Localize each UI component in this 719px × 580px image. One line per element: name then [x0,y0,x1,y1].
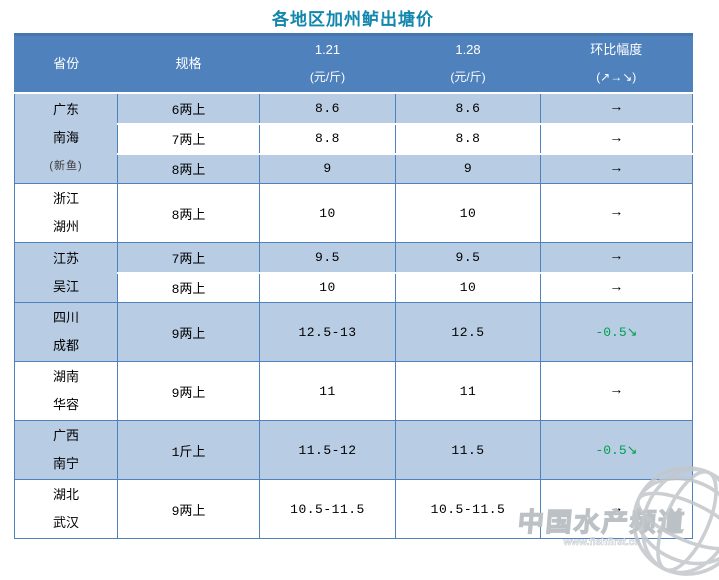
province-line: 武汉 [52,515,79,530]
spec-cell: 7两上 [117,122,260,154]
price-0121-cell: 11 [259,361,396,421]
price-0121-cell: 9.5 [259,242,396,273]
province-cell: 湖北 武汉 [14,479,118,539]
header-change: 环比幅度 (↗→↘) [540,34,693,94]
province-line: 湖北 [52,487,79,502]
province-line: 华容 [52,397,79,412]
price-0121-cell: 11.5-12 [259,420,396,480]
province-line: 南海 [52,130,79,146]
table-row: 四川 成都 9两上 12.5-13 12.5 -0.5↘ [14,302,693,362]
table-row: 广东 南海 (新鱼) 6两上 8.6 8.6 → [14,92,693,184]
change-cell: → [540,183,693,243]
province-line: 成都 [52,338,79,353]
change-cell: -0.5↘ [540,420,693,480]
header-price-0121: 1.21 (元/斤) [259,34,396,94]
table-row: 浙江 湖州 8两上 10 10 → [14,183,693,243]
province-line: 广西 [52,428,79,443]
spec-cell: 8两上 [117,183,260,243]
province-line: 江苏 [52,250,79,266]
change-cell: → [540,122,693,154]
province-line: 浙江 [52,191,79,206]
province-line: 南宁 [52,456,79,471]
price-0128-cell: 11 [395,361,541,421]
province-line: 广东 [52,102,79,118]
price-0121-cell: 9 [259,152,396,184]
spec-cell: 9两上 [117,361,260,421]
table-row: 江苏 吴江 7两上 9.5 9.5 → [14,242,693,303]
spec-cell: 9两上 [117,302,260,362]
province-cell: 广东 南海 (新鱼) [14,92,118,184]
spec-cell: 9两上 [117,479,260,539]
spec-cell: 1斤上 [117,420,260,480]
change-cell: → [540,479,693,539]
change-cell: → [540,242,693,273]
price-0128-cell: 11.5 [395,420,541,480]
province-line: 吴江 [52,278,79,294]
price-0128-cell: 9.5 [395,242,541,273]
spec-cell: 6两上 [117,92,260,124]
table-row: 8两上 10 10 → [15,271,693,303]
price-0128-cell: 8.6 [395,92,541,124]
header-row: 省份 规格 1.21 (元/斤) 1.28 (元/斤) 环比幅度 (↗→↘) [14,34,693,94]
spec-cell: 7两上 [117,242,260,273]
table-row: 7两上 8.8 8.8 → [15,122,693,154]
province-line: 湖州 [52,219,79,234]
header-spec: 规格 [117,34,260,94]
change-cell: -0.5↘ [540,302,693,362]
price-0121-cell: 12.5-13 [259,302,396,362]
page-title: 各地区加州鲈出塘价 [272,10,434,29]
province-cell: 江苏 吴江 [14,242,118,303]
table-row: 广西 南宁 1斤上 11.5-12 11.5 -0.5↘ [14,420,693,480]
change-cell: → [540,271,693,303]
spec-cell: 8两上 [117,152,260,184]
price-0121-cell: 8.6 [259,92,396,124]
price-table: 省份 规格 1.21 (元/斤) 1.28 (元/斤) 环比幅度 (↗→↘) 广东 南… [14,33,693,539]
province-line: (新鱼) [49,160,83,173]
change-cell: → [540,92,693,124]
price-0128-cell: 12.5 [395,302,541,362]
price-0128-cell: 10 [395,183,541,243]
province-cell: 湖南 华容 [14,361,118,421]
price-0128-cell: 8.8 [395,122,541,154]
header-price-0128: 1.28 (元/斤) [395,34,541,94]
price-0128-cell: 9 [395,152,541,184]
spec-cell: 8两上 [117,271,260,303]
price-0128-cell: 10.5-11.5 [395,479,541,539]
price-0121-cell: 8.8 [259,122,396,154]
province-cell: 广西 南宁 [14,420,118,480]
table-row: 湖北 武汉 9两上 10.5-11.5 10.5-11.5 → [14,479,693,539]
province-cell: 浙江 湖州 [14,183,118,243]
province-cell: 四川 成都 [14,302,118,362]
change-cell: → [540,361,693,421]
change-cell: → [540,152,693,184]
price-0121-cell: 10 [259,183,396,243]
price-0128-cell: 10 [395,271,541,303]
price-0121-cell: 10 [259,271,396,303]
province-line: 四川 [52,310,79,325]
province-line: 湖南 [52,369,79,384]
price-0121-cell: 10.5-11.5 [259,479,396,539]
table-row: 8两上 9 9 → [15,152,693,184]
table-row: 湖南 华容 9两上 11 11 → [14,361,693,421]
header-province: 省份 [14,34,118,94]
globe-icon [632,466,719,576]
